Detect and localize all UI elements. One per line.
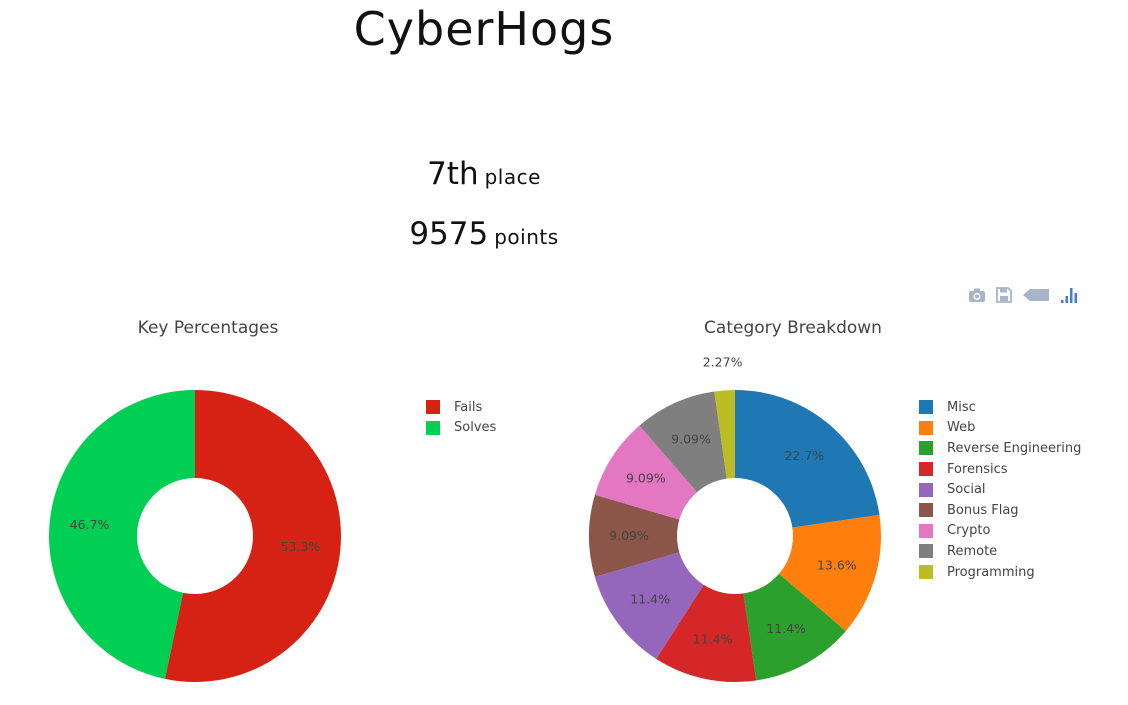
legend-label: Programming bbox=[947, 564, 1035, 580]
slice-label-crypto: 9.09% bbox=[626, 471, 666, 486]
slice-label-forensics: 11.4% bbox=[693, 632, 733, 647]
legend-label: Solves bbox=[454, 420, 497, 436]
place-stat: 7th place bbox=[0, 156, 968, 192]
points-stat: 9575 points bbox=[0, 216, 968, 252]
legend-swatch bbox=[919, 420, 933, 435]
legend-label: Reverse Engineering bbox=[947, 440, 1082, 456]
legend-item-web[interactable]: Web bbox=[919, 418, 1081, 439]
legend-item-remote[interactable]: Remote bbox=[919, 541, 1081, 562]
legend-swatch bbox=[919, 462, 933, 477]
legend-swatch bbox=[919, 565, 933, 580]
legend-label: Web bbox=[947, 420, 976, 436]
legend-label: Remote bbox=[947, 543, 998, 559]
place-value: 7th bbox=[427, 156, 479, 192]
save-icon[interactable] bbox=[996, 287, 1012, 303]
legend-swatch bbox=[426, 420, 440, 435]
tag-icon[interactable] bbox=[1022, 287, 1050, 303]
slice-label-misc: 22.7% bbox=[784, 448, 824, 463]
legend-item-bonus-flag[interactable]: Bonus Flag bbox=[919, 500, 1081, 521]
team-name: CyberHogs bbox=[353, 2, 615, 56]
legend-label: Forensics bbox=[947, 461, 1008, 477]
points-value: 9575 bbox=[409, 216, 489, 252]
slice-label-remote: 9.09% bbox=[671, 432, 711, 447]
legend-label: Misc bbox=[947, 399, 976, 415]
chart-title-category-breakdown: Category Breakdown bbox=[704, 318, 882, 338]
legend-category-breakdown: Misc Web Reverse Engineering Forensics Socia… bbox=[919, 397, 1081, 582]
legend-swatch bbox=[919, 441, 933, 456]
legend-item-programming[interactable]: Programming bbox=[919, 562, 1081, 583]
place-label: place bbox=[484, 165, 541, 189]
camera-icon[interactable] bbox=[968, 287, 986, 303]
plotly-logo-icon[interactable] bbox=[1060, 286, 1078, 304]
legend-swatch bbox=[919, 523, 933, 538]
slice-label-web: 13.6% bbox=[817, 557, 857, 572]
legend-item-crypto[interactable]: Crypto bbox=[919, 521, 1081, 542]
slice-label-social: 11.4% bbox=[630, 592, 670, 607]
legend-label: Bonus Flag bbox=[947, 502, 1019, 518]
legend-key-percentages: Fails Solves bbox=[426, 397, 496, 438]
legend-item-forensics[interactable]: Forensics bbox=[919, 459, 1081, 480]
legend-swatch bbox=[919, 544, 933, 559]
chart-modebar bbox=[968, 286, 1078, 304]
donut-hole bbox=[677, 478, 793, 594]
legend-swatch bbox=[919, 400, 933, 415]
legend-label: Fails bbox=[454, 399, 483, 415]
legend-swatch bbox=[426, 400, 440, 415]
slice-bonus-flag[interactable] bbox=[589, 494, 735, 577]
donut-hole bbox=[137, 478, 253, 594]
slice-label-fails: 53.3% bbox=[281, 539, 321, 554]
legend-swatch bbox=[919, 503, 933, 518]
points-label: points bbox=[494, 225, 559, 249]
legend-item-misc[interactable]: Misc bbox=[919, 397, 1081, 418]
legend-item-solves[interactable]: Solves bbox=[426, 418, 496, 439]
slice-label-programming: 2.27% bbox=[703, 354, 743, 369]
slice-label-reverse-engineering: 11.4% bbox=[766, 621, 806, 636]
legend-label: Crypto bbox=[947, 523, 991, 539]
legend-item-fails[interactable]: Fails bbox=[426, 397, 496, 418]
legend-item-reverse-engineering[interactable]: Reverse Engineering bbox=[919, 438, 1081, 459]
legend-item-social[interactable]: Social bbox=[919, 479, 1081, 500]
legend-swatch bbox=[919, 482, 933, 497]
legend-label: Social bbox=[947, 482, 986, 498]
slice-solves[interactable] bbox=[49, 390, 196, 679]
chart-title-key-percentages: Key Percentages bbox=[137, 318, 279, 338]
slice-label-solves: 46.7% bbox=[70, 517, 110, 532]
slice-label-bonus-flag: 9.09% bbox=[609, 528, 649, 543]
